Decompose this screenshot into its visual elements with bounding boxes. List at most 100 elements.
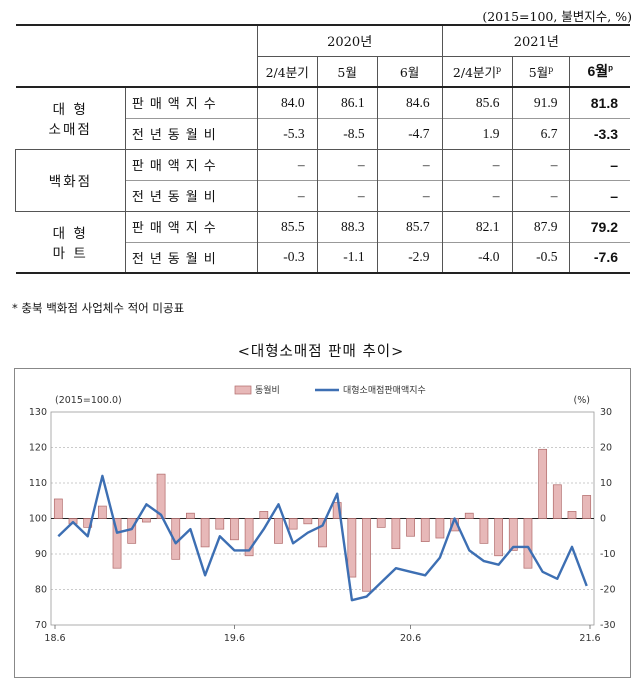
metric-label: 판매액지수 [125, 211, 258, 242]
legend-bar-label: 동월비 [255, 384, 280, 396]
yoy-bar [552, 484, 562, 519]
yoy-bar [244, 518, 254, 557]
group-label: 대 형 소매점 [15, 87, 126, 149]
chart-title: <대형소매점 판매 추이> [237, 344, 405, 360]
group-label: 백화점 [15, 149, 126, 211]
header-year-2020: 2020년 [257, 25, 443, 57]
yoy-bar [376, 518, 386, 528]
table-cell: -5.3 [257, 117, 318, 149]
yoy-bar [259, 511, 269, 519]
right-tick-label: -30 [600, 620, 616, 631]
header-year-2021: 2021년 [442, 25, 630, 57]
footnote: * 충북 백화점 사업체수 적어 미공표 [12, 301, 185, 315]
table-cell: – [377, 179, 443, 211]
x-tick-label: 21.6 [579, 633, 600, 644]
yoy-bar [186, 512, 195, 519]
unit-note: (2015=100, 불변지수, %) [482, 9, 632, 24]
yoy-bar [464, 512, 474, 519]
left-tick-label: 70 [35, 620, 47, 631]
yoy-bar [391, 518, 401, 550]
legend-line-label: 대형소매점판매액지수 [343, 384, 426, 396]
table-cell: – [512, 179, 571, 211]
header-2020-q2: 2/4분기 [257, 56, 318, 87]
yoy-bar [53, 498, 63, 519]
index-line [57, 474, 588, 602]
left-tick-label: 90 [35, 549, 47, 560]
left-tick-label: 120 [29, 443, 47, 454]
left-tick-label: 100 [29, 514, 47, 525]
yoy-bar [479, 518, 489, 544]
yoy-bar [230, 518, 239, 541]
yoy-bar [274, 518, 283, 544]
yoy-bar [215, 518, 225, 530]
yoy-bar [156, 473, 166, 519]
yoy-bar [200, 518, 210, 548]
right-tick-label: 0 [600, 514, 606, 525]
yoy-bar [406, 518, 415, 537]
header-2021-jun: 6월p [587, 63, 614, 80]
table-cell: – [377, 149, 443, 180]
right-tick-label: -10 [600, 549, 616, 560]
table-cell: -1.1 [317, 241, 378, 273]
yoy-bar [97, 505, 107, 519]
table-cell: -2.9 [377, 241, 443, 273]
table-cell: -3.3 [569, 117, 630, 149]
legend-bar-swatch [234, 385, 252, 395]
combo-chart: 70 80 90 100 110 120 130 -30 -20 -10 0 10 20 30 (2015=… [29, 384, 616, 644]
yoy-bar [523, 518, 533, 569]
table-row: 전년동월비 -5.3 -8.5 -4.7 1.9 6.7 -3.3 [16, 117, 630, 149]
metric-label: 전년동월비 [125, 117, 258, 149]
yoy-bar [303, 518, 313, 525]
table-row: 전년동월비 -0.3 -1.1 -2.9 -4.0 -0.5 -7.6 [15, 241, 630, 273]
right-tick-label: 10 [600, 478, 612, 489]
table-cell: 85.5 [257, 211, 318, 242]
header-2021-may: 5월p [512, 56, 571, 87]
x-tick-label: 19.6 [224, 633, 245, 644]
x-tick-label: 20.6 [400, 633, 421, 644]
yoy-bar [332, 502, 342, 519]
table-row: 백화점 판매액지수 – – – – – – [15, 149, 630, 211]
table-cell: -7.6 [569, 241, 630, 273]
table-cell: – [257, 179, 318, 211]
table-cell: 85.6 [442, 87, 513, 118]
metric-label: 판매액지수 [125, 87, 258, 118]
table-cell: 79.2 [590, 218, 618, 235]
table-row: 전년동월비 – – – – – – [16, 179, 630, 211]
metric-label: 전년동월비 [125, 241, 258, 273]
right-tick-label: 30 [600, 407, 612, 418]
table-cell: 86.1 [317, 87, 378, 118]
table-cell: -0.5 [512, 241, 571, 273]
right-tick-label: -20 [600, 585, 616, 596]
table-cell: – [442, 149, 513, 180]
table-cell: – [257, 149, 318, 180]
left-tick-label: 80 [35, 585, 47, 596]
yoy-bar [362, 518, 371, 592]
header-2020-may: 5월 [317, 56, 378, 87]
yoy-bar [494, 518, 503, 557]
table-row: 대 형 소매점 판매액지수 84.0 86.1 84.6 85.6 91.9 81.8 [15, 87, 631, 149]
left-tick-label: 130 [29, 407, 47, 418]
yoy-bar [318, 518, 327, 548]
table-cell: – [610, 156, 618, 173]
table-cell: – [442, 179, 513, 211]
right-axis-note: (%) [574, 395, 590, 406]
chart-frame: 70 80 90 100 110 120 130 -30 -20 -10 0 10 20 30 (2015=… [14, 368, 631, 678]
table-cell: – [317, 179, 378, 211]
table-cell: -8.5 [317, 117, 378, 149]
yoy-bar [142, 518, 151, 523]
table-cell: 88.3 [317, 211, 378, 242]
yoy-bar [567, 511, 577, 519]
table-cell: 84.6 [377, 87, 443, 118]
table-cell: 85.7 [377, 211, 443, 242]
table-cell: – [512, 149, 571, 180]
table-cell: – [317, 149, 378, 180]
yoy-bar [582, 495, 592, 519]
yoy-bar [347, 518, 357, 578]
metric-label: 전년동월비 [125, 179, 258, 211]
yoy-bar [288, 518, 298, 530]
table-cell: 82.1 [442, 211, 513, 242]
table-cell: 81.8 [590, 94, 618, 111]
metric-label: 판매액지수 [125, 149, 258, 180]
left-axis-note: (2015=100.0) [55, 395, 122, 406]
